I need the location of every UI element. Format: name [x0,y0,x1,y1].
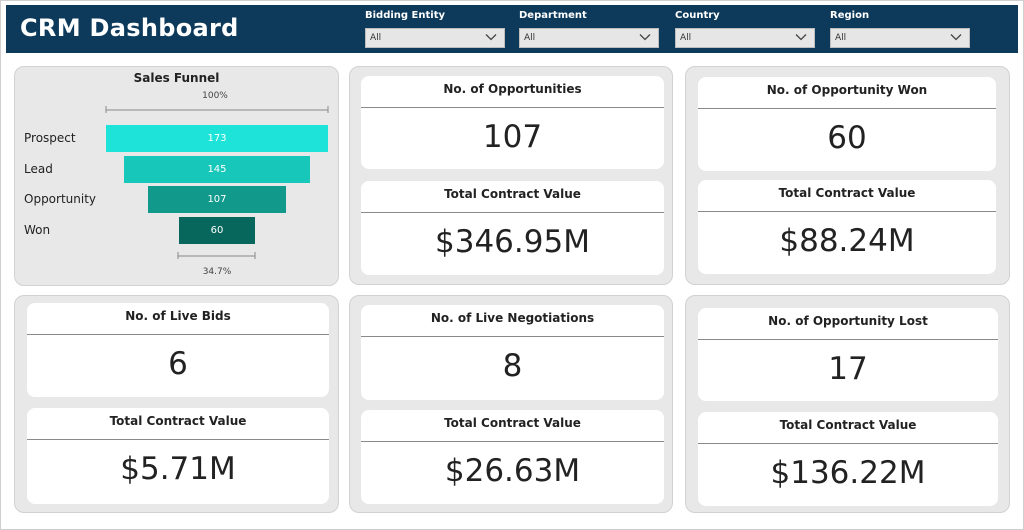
tile-title: Total Contract Value [778,186,916,200]
tile-value: $5.71M [120,451,236,487]
won-tcv-tile: Total Contract Value $88.24M [698,180,996,274]
tile-value: 8 [502,348,523,384]
header-bar: CRM Dashboard Bidding Entity All Departm… [6,5,1018,53]
funnel-bar-prospect: 173 [106,125,328,152]
chevron-down-icon [639,34,651,41]
filter-value: All [524,33,536,43]
filter-label: Bidding Entity [365,10,446,21]
live-negotiations-tcv-tile: Total Contract Value $26.63M [361,410,664,504]
stage-label-opportunity: Opportunity [24,192,97,206]
tile-divider [698,211,996,212]
tile-value: 60 [827,120,867,156]
tile-title: Total Contract Value [444,416,581,430]
funnel-title: Sales Funnel [133,71,220,85]
tile-title: Total Contract Value [444,187,581,201]
live-negotiations-count-tile: No. of Live Negotiations 8 [361,305,664,400]
tile-divider [27,439,329,440]
tile-divider [361,336,664,337]
tile-divider [361,441,664,442]
tile-value: 17 [828,351,868,387]
lost-count-tile: No. of Opportunity Lost 17 [698,308,998,401]
stage-label-lead: Lead [24,162,53,176]
opportunities-tcv-tile: Total Contract Value $346.95M [361,181,664,275]
chevron-down-icon [950,34,962,41]
live-negotiations-card: No. of Live Negotiations 8 Total Contrac… [349,295,673,513]
tile-title: No. of Live Negotiations [430,311,595,325]
funnel-bar-lead: 145 [123,155,311,183]
filter-value: All [370,33,382,43]
funnel-bar-won: 60 [178,216,256,244]
chevron-down-icon [485,34,497,41]
sales-funnel-card: Sales Funnel 100% Prospect Lead Opportun… [14,66,339,286]
tile-value: $346.95M [435,224,590,260]
tile-divider [698,339,998,340]
bottom-bracket [177,252,256,259]
live-bids-card: No. of Live Bids 6 Total Contract Value … [14,295,339,513]
stage-label-won: Won [24,223,51,237]
chevron-down-icon [795,34,807,41]
tile-divider [27,334,329,335]
country-select[interactable]: All [675,28,815,48]
lost-card: No. of Opportunity Lost 17 Total Contrac… [685,295,1010,513]
department-select[interactable]: All [519,28,659,48]
live-bids-count-tile: No. of Live Bids 6 [27,303,329,397]
tile-title: No. of Opportunity Lost [768,314,928,328]
lost-tcv-tile: Total Contract Value $136.22M [698,412,998,506]
opportunities-card: No. of Opportunities 107 Total Contract … [349,66,673,285]
funnel-bottom-percent: 34.7% [202,267,232,277]
stage-label-prospect: Prospect [24,131,76,145]
tile-divider [361,107,664,108]
funnel-top-percent: 100% [202,91,228,101]
tile-title: No. of Opportunities [443,82,582,96]
tile-value: 107 [482,119,543,155]
filter-label: Department [519,10,587,21]
opportunities-count-tile: No. of Opportunities 107 [361,76,664,169]
filter-label: Region [830,10,870,21]
tile-value: $88.24M [779,223,915,259]
tile-value: $26.63M [444,453,581,489]
tile-title: Total Contract Value [109,414,247,428]
won-count-tile: No. of Opportunity Won 60 [698,77,996,171]
tile-title: Total Contract Value [779,418,917,432]
tile-divider [698,108,996,109]
tile-value: 6 [168,346,188,382]
tile-title: No. of Opportunity Won [766,83,928,97]
tile-value: $136.22M [770,455,926,491]
tile-divider [361,212,664,213]
bidding-entity-select[interactable]: All [365,28,505,48]
funnel-bar-opportunity: 107 [148,186,286,213]
filter-label: Country [675,10,720,21]
won-card: No. of Opportunity Won 60 Total Contract… [685,66,1010,285]
region-select[interactable]: All [830,28,970,48]
filter-value: All [835,33,847,43]
tile-title: No. of Live Bids [125,309,231,323]
top-bracket [105,106,329,113]
page-title: CRM Dashboard [20,14,239,42]
tile-divider [698,443,998,444]
live-bids-tcv-tile: Total Contract Value $5.71M [27,408,329,504]
filter-value: All [680,33,692,43]
